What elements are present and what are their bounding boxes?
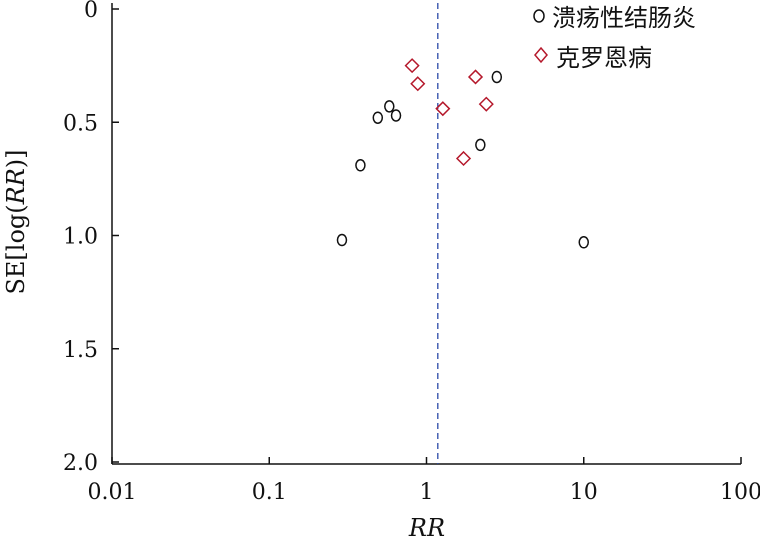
y-tick-label: 0.5 — [63, 111, 98, 136]
point-ulcerative-colitis — [578, 236, 589, 249]
point-ulcerative-colitis — [390, 109, 402, 122]
legend-label-crohns-disease: 克罗恩病 — [556, 44, 652, 72]
x-tick-label: 1 — [420, 480, 434, 505]
data-points — [336, 58, 589, 249]
x-ticks: 0.01 0.1 1 10 100 — [88, 457, 760, 505]
y-ticks: 0 0.5 1.0 1.5 2.0 — [63, 0, 119, 476]
y-axis-title-suffix: )] — [2, 149, 30, 168]
point-crohns-disease — [435, 101, 451, 117]
legend: 溃疡性结肠炎 克罗恩病 — [533, 4, 696, 72]
x-axis-title: RR — [408, 514, 445, 541]
point-ulcerative-colitis — [355, 159, 366, 172]
legend-marker-circle — [533, 9, 545, 23]
y-tick-label: 0 — [84, 0, 98, 23]
y-axis-title-prefix: SE[log( — [2, 204, 30, 294]
point-crohns-disease — [404, 58, 420, 74]
x-tick-label: 100 — [720, 480, 760, 505]
y-tick-label: 1.0 — [63, 225, 98, 250]
point-ulcerative-colitis — [491, 70, 503, 84]
point-ulcerative-colitis — [475, 138, 486, 152]
y-axis-title-var: RR — [2, 168, 30, 205]
x-tick-label: 0.1 — [252, 480, 287, 505]
y-axis-title: SE[log(RR)] — [2, 149, 30, 294]
point-crohns-disease — [478, 96, 494, 112]
point-ulcerative-colitis — [384, 100, 395, 113]
point-ulcerative-colitis — [336, 233, 348, 247]
point-crohns-disease — [467, 69, 484, 85]
x-tick-label: 0.01 — [88, 480, 137, 505]
point-crohns-disease — [410, 76, 426, 92]
legend-marker-diamond — [534, 46, 548, 64]
point-crohns-disease — [455, 150, 472, 167]
y-tick-label: 1.5 — [63, 338, 98, 363]
y-tick-label: 2.0 — [63, 451, 98, 476]
point-ulcerative-colitis — [372, 111, 384, 124]
x-tick-label: 10 — [570, 480, 598, 505]
legend-label-ulcerative-colitis: 溃疡性结肠炎 — [552, 4, 696, 32]
axes — [111, 3, 741, 465]
